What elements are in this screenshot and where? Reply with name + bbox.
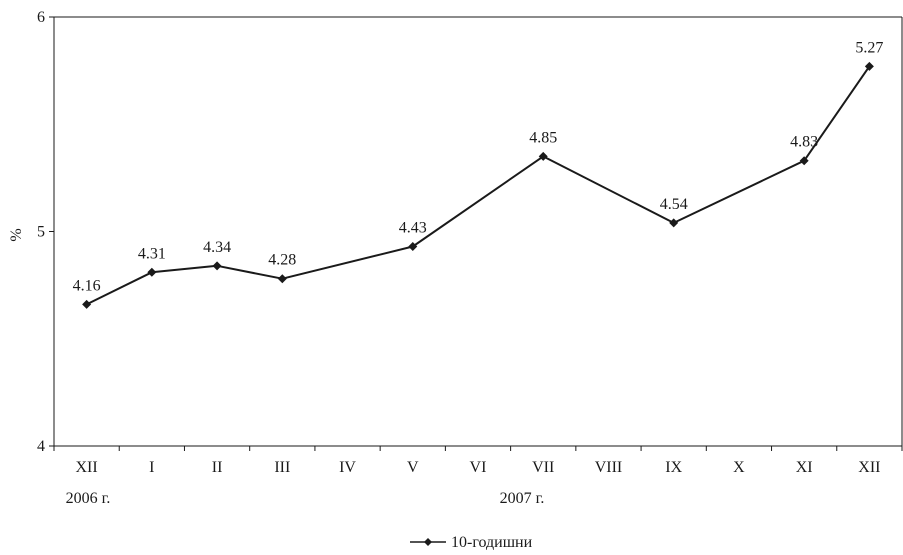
x-tick-label: XI xyxy=(796,459,813,476)
data-point-marker xyxy=(799,156,809,166)
data-label: 4.28 xyxy=(268,252,296,269)
x-tick-label: II xyxy=(212,459,223,476)
x-tick-label: VI xyxy=(470,459,487,476)
data-point-marker xyxy=(538,151,548,161)
y-axis-title: % xyxy=(8,228,25,241)
data-label: 4.31 xyxy=(138,245,166,262)
data-point-marker xyxy=(669,218,679,228)
x-tick-label: I xyxy=(149,459,154,476)
legend: 10-годишни xyxy=(410,534,533,551)
x-tick-label: XII xyxy=(76,459,98,476)
data-label: 4.16 xyxy=(73,277,101,294)
data-label: 4.83 xyxy=(790,134,818,151)
data-point-marker xyxy=(212,261,222,271)
data-label: 4.34 xyxy=(203,239,231,256)
data-label: 5.27 xyxy=(855,39,883,56)
x-tick-label: VII xyxy=(532,459,554,476)
x-tick-label: VIII xyxy=(595,459,623,476)
y-tick-label: 5 xyxy=(37,224,45,241)
legend-label: 10-годишни xyxy=(451,534,533,550)
x-tick-label: III xyxy=(274,459,290,476)
y-tick-label: 4 xyxy=(37,438,45,455)
x-tick-label: IV xyxy=(339,459,356,476)
y-tick-label: 6 xyxy=(37,9,45,26)
data-label: 4.85 xyxy=(529,129,557,146)
data-point-marker xyxy=(408,242,418,252)
data-point-marker xyxy=(277,274,287,284)
x-tick-label: IX xyxy=(665,459,682,476)
legend-marker-icon xyxy=(424,538,432,546)
labels-layer: 4.16 4.31 4.34 4.28 4.43 4.85 4.54 4.83 5.27 xyxy=(73,39,884,294)
x-tick-label: XII xyxy=(858,459,880,476)
x-tick-label: X xyxy=(733,459,745,476)
year-label-2006: 2006 г. xyxy=(66,490,111,507)
x-tick-label: V xyxy=(407,459,419,476)
data-label: 4.43 xyxy=(399,220,427,237)
series-layer xyxy=(82,61,874,309)
data-point-marker xyxy=(864,61,874,71)
data-point-marker xyxy=(82,299,92,309)
data-label: 4.54 xyxy=(660,196,688,213)
data-point-marker xyxy=(147,267,157,277)
year-label-2007: 2007 г. xyxy=(500,490,545,507)
series-line xyxy=(86,65,871,306)
